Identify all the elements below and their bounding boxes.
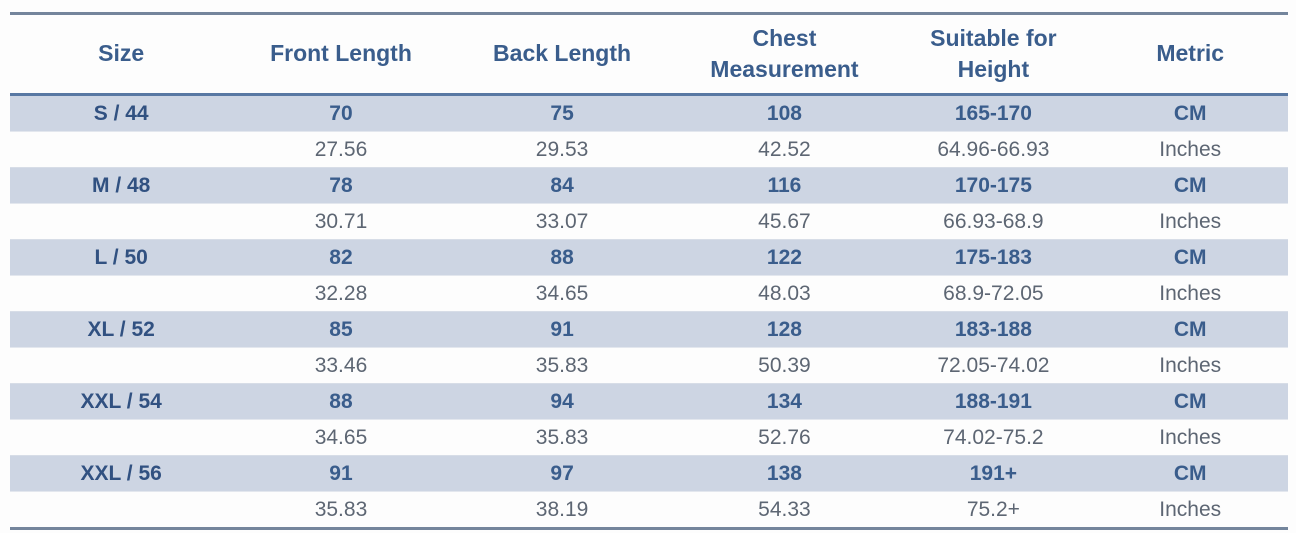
back-length-cell: 91 — [550, 317, 574, 341]
front-length-cell: 30.71 — [314, 209, 368, 233]
chest-cell: 52.76 — [758, 425, 811, 449]
height-cell: 191+ — [969, 461, 1018, 485]
column-header-front-length: Front Length — [232, 13, 450, 96]
table-row-inches: 27.56 29.53 42.52 64.96-66.93 Inches — [10, 132, 1288, 168]
metric-cell: Inches — [1159, 209, 1222, 233]
table-row-inches: 35.83 38.19 54.33 75.2+ Inches — [10, 492, 1288, 529]
back-length-cell: 35.83 — [535, 425, 589, 449]
height-cell: 72.05-74.02 — [937, 353, 1050, 377]
table-row-cm: M / 48 78 84 116 170-175 CM — [10, 167, 1288, 204]
size-cell — [10, 204, 232, 240]
height-cell: 170-175 — [954, 173, 1032, 197]
size-cell: XL / 52 — [87, 317, 155, 341]
chest-cell: 45.67 — [758, 209, 811, 233]
back-length-cell: 75 — [550, 101, 574, 125]
back-length-cell: 84 — [550, 173, 574, 197]
column-header-back-length: Back Length — [449, 13, 675, 96]
back-length-cell: 38.19 — [535, 497, 589, 521]
chest-cell: 48.03 — [758, 281, 811, 305]
metric-cell: CM — [1173, 389, 1207, 413]
size-cell: L / 50 — [94, 245, 148, 269]
metric-cell: Inches — [1159, 497, 1222, 521]
chest-cell: 128 — [766, 317, 802, 341]
size-cell — [10, 492, 232, 529]
table-header: Size Front Length Back Length Chest Meas… — [10, 13, 1288, 96]
size-chart-table: Size Front Length Back Length Chest Meas… — [10, 12, 1288, 530]
front-length-cell: 78 — [329, 173, 353, 197]
back-length-cell: 97 — [550, 461, 574, 485]
table-row-cm: L / 50 82 88 122 175-183 CM — [10, 239, 1288, 276]
table-row-cm: XXL / 56 91 97 138 191+ CM — [10, 455, 1288, 492]
size-cell: S / 44 — [93, 101, 149, 125]
table-row-cm: XXL / 54 88 94 134 188-191 CM — [10, 383, 1288, 420]
front-length-cell: 33.46 — [314, 353, 368, 377]
back-length-cell: 29.53 — [535, 137, 589, 161]
chest-cell: 108 — [766, 101, 802, 125]
height-cell: 183-188 — [954, 317, 1032, 341]
table-row-inches: 32.28 34.65 48.03 68.9-72.05 Inches — [10, 276, 1288, 312]
back-length-cell: 33.07 — [535, 209, 589, 233]
front-length-cell: 35.83 — [314, 497, 368, 521]
height-cell: 74.02-75.2 — [943, 425, 1044, 449]
chest-cell: 42.52 — [758, 137, 811, 161]
height-cell: 165-170 — [954, 101, 1032, 125]
size-cell: M / 48 — [92, 173, 151, 197]
metric-cell: CM — [1173, 461, 1207, 485]
size-cell: XXL / 56 — [80, 461, 162, 485]
metric-cell: CM — [1173, 245, 1207, 269]
back-length-cell: 88 — [550, 245, 574, 269]
chest-cell: 122 — [766, 245, 802, 269]
height-cell: 66.93-68.9 — [943, 209, 1044, 233]
table-row-inches: 30.71 33.07 45.67 66.93-68.9 Inches — [10, 204, 1288, 240]
metric-cell: CM — [1173, 317, 1207, 341]
metric-cell: Inches — [1159, 425, 1222, 449]
back-length-cell: 94 — [550, 389, 574, 413]
size-cell — [10, 348, 232, 384]
table-row-inches: 33.46 35.83 50.39 72.05-74.02 Inches — [10, 348, 1288, 384]
table-body: S / 44 70 75 108 165-170 CM 27.56 29.53 … — [10, 94, 1288, 529]
chest-cell: 50.39 — [758, 353, 811, 377]
back-length-cell: 35.83 — [535, 353, 589, 377]
front-length-cell: 70 — [329, 101, 353, 125]
front-length-cell: 82 — [329, 245, 353, 269]
chest-cell: 134 — [766, 389, 802, 413]
chest-cell: 138 — [766, 461, 802, 485]
size-cell: XXL / 54 — [80, 389, 162, 413]
front-length-cell: 27.56 — [314, 137, 368, 161]
header-row: Size Front Length Back Length Chest Meas… — [10, 13, 1288, 96]
metric-cell: Inches — [1159, 137, 1222, 161]
size-cell — [10, 420, 232, 456]
column-header-chest-measurement: Chest Measurement — [674, 13, 895, 96]
front-length-cell: 34.65 — [314, 425, 368, 449]
back-length-cell: 34.65 — [535, 281, 589, 305]
table-row-cm: XL / 52 85 91 128 183-188 CM — [10, 311, 1288, 348]
height-cell: 64.96-66.93 — [937, 137, 1050, 161]
front-length-cell: 88 — [329, 389, 353, 413]
height-cell: 175-183 — [954, 245, 1032, 269]
column-header-size: Size — [10, 13, 233, 96]
front-length-cell: 85 — [329, 317, 353, 341]
chest-cell: 54.33 — [758, 497, 811, 521]
front-length-cell: 32.28 — [314, 281, 368, 305]
height-cell: 68.9-72.05 — [943, 281, 1044, 305]
table-row-inches: 34.65 35.83 52.76 74.02-75.2 Inches — [10, 420, 1288, 456]
height-cell: 75.2+ — [966, 497, 1020, 521]
size-cell — [10, 132, 232, 168]
metric-cell: CM — [1173, 101, 1207, 125]
metric-cell: Inches — [1159, 281, 1222, 305]
size-cell — [10, 276, 232, 312]
metric-cell: Inches — [1159, 353, 1222, 377]
column-header-metric: Metric — [1092, 13, 1288, 96]
chest-cell: 116 — [767, 173, 802, 197]
front-length-cell: 91 — [329, 461, 353, 485]
metric-cell: CM — [1173, 173, 1207, 197]
height-cell: 188-191 — [954, 389, 1032, 413]
column-header-suitable-for-height: Suitable for Height — [894, 13, 1093, 96]
table-row-cm: S / 44 70 75 108 165-170 CM — [10, 94, 1288, 132]
